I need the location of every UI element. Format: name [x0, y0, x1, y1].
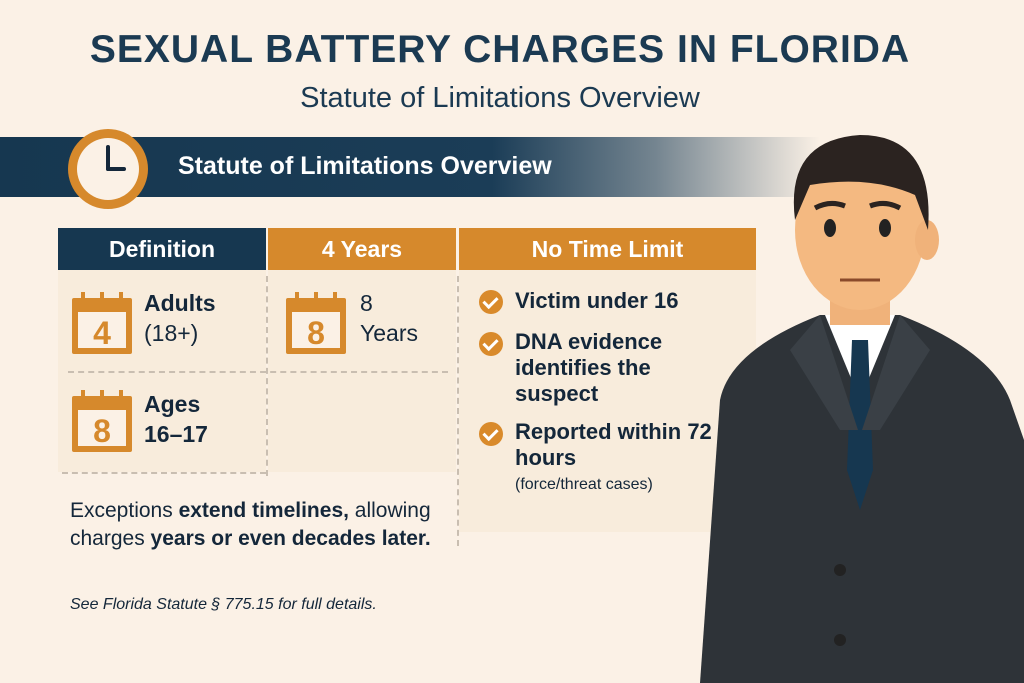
list-item: Reported within 72 hours — [515, 419, 712, 470]
list-item: Victim under 16 — [515, 288, 679, 313]
definition-ages: Ages 16–17 — [144, 389, 208, 449]
header-definition: Definition — [58, 228, 266, 270]
no-limit-list: Victim under 16 DNA evidence identifies … — [459, 270, 756, 532]
svg-text:8: 8 — [93, 413, 111, 449]
svg-text:4: 4 — [93, 315, 111, 351]
lawyer-illustration — [700, 135, 1024, 683]
limitations-table: Definition 4 Years No Time Limit 4 Adult… — [58, 228, 756, 546]
exceptions-text-bold: years or even decades later. — [150, 527, 431, 550]
page-subtitle: Statute of Limitations Overview — [300, 82, 700, 114]
check-icon — [479, 422, 503, 446]
exceptions-text-part: allowing charges — [70, 499, 431, 550]
header-no-time-limit: No Time Limit — [459, 228, 756, 270]
list-item: DNA evidence identifies the suspect — [515, 329, 663, 406]
calendar-icon: 4 — [72, 292, 132, 354]
list-item-note: (force/threat cases) — [515, 476, 653, 493]
row-divider — [68, 371, 448, 373]
definition-label: Adults — [144, 290, 216, 316]
check-icon — [479, 332, 503, 356]
clock-icon — [68, 129, 148, 209]
column-divider — [266, 276, 268, 476]
definition-sublabel: 16–17 — [144, 421, 208, 447]
svg-text:8: 8 — [307, 315, 325, 351]
years-number: 8 — [360, 290, 373, 316]
exceptions-text-part: Exceptions — [70, 499, 179, 522]
calendar-icon: 8 — [286, 292, 346, 354]
definition-sublabel: (18+) — [144, 320, 199, 346]
footnote: See Florida Statute § 775.15 for full de… — [70, 596, 377, 613]
no-limit-column — [459, 270, 756, 532]
header-4-years: 4 Years — [268, 228, 456, 270]
row-divider — [62, 472, 266, 474]
exceptions-text: Exceptions extend timelines, allowing ch… — [70, 497, 450, 553]
column-divider — [457, 276, 459, 546]
check-icon — [479, 290, 503, 314]
definition-adults: Adults (18+) — [144, 288, 216, 348]
calendar-icon: 8 — [72, 390, 132, 452]
banner-title: Statute of Limitations Overview — [178, 152, 552, 180]
exceptions-text-bold: extend timelines, — [178, 499, 349, 522]
years-value: 8 Years — [360, 288, 418, 348]
definition-label: Ages — [144, 391, 201, 417]
page-title: SEXUAL BATTERY CHARGES IN FLORIDA — [89, 28, 911, 71]
years-label: Years — [360, 320, 418, 346]
